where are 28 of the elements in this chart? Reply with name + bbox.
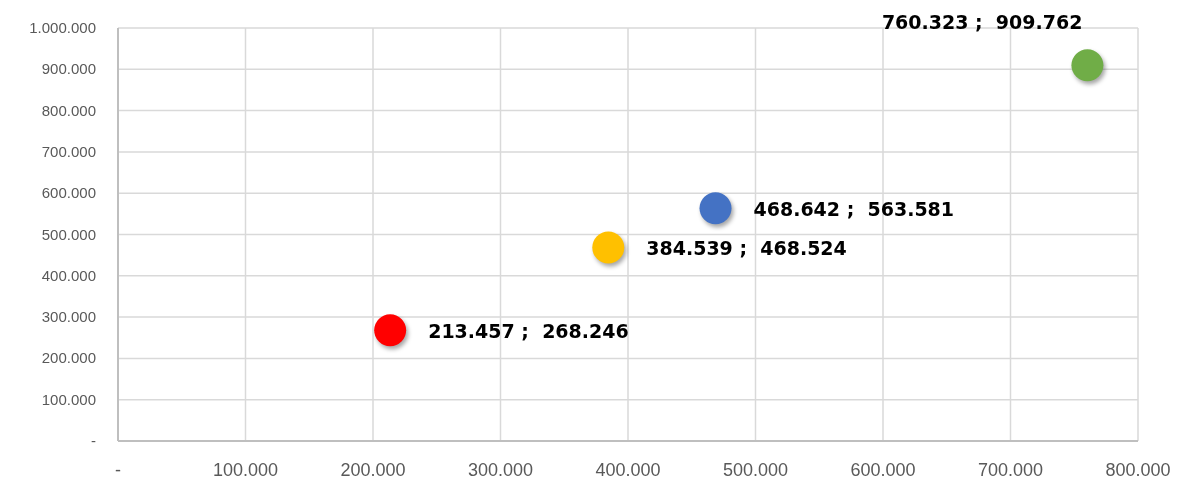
data-label: 760.323 ; 909.762: [881, 11, 1083, 34]
x-tick-label: 700.000: [977, 460, 1044, 480]
x-tick-label: -: [115, 460, 121, 480]
y-tick-label: 800.000: [41, 101, 96, 119]
y-tick-label: 200.000: [41, 349, 96, 367]
y-tick-label: 100.000: [41, 390, 96, 408]
point: [592, 231, 625, 264]
data-label: 213.457 ; 268.246: [428, 320, 629, 343]
y-tick-label: -: [91, 432, 96, 449]
point: [374, 314, 407, 347]
y-tick-label: 900.000: [41, 60, 96, 78]
y-tick-label: 300.000: [41, 308, 96, 326]
x-tick-label: 600.000: [850, 460, 916, 480]
point: [699, 192, 732, 225]
data-label: 468.642 ; 563.581: [753, 198, 955, 221]
x-tick-label: 500.000: [722, 460, 789, 480]
data-label: 384.539 ; 468.524: [646, 237, 847, 260]
point: [1071, 49, 1104, 82]
x-tick-label: 300.000: [467, 460, 534, 480]
y-tick-label: 400.000: [41, 266, 96, 284]
x-tick-label: 800.000: [1105, 460, 1171, 480]
y-tick-label: 700.000: [41, 142, 96, 160]
y-tick-label: 1.000.000: [29, 19, 96, 36]
x-tick-label: 400.000: [595, 460, 661, 480]
x-tick-label: 200.000: [340, 460, 406, 480]
x-tick-label: 100.000: [212, 460, 279, 480]
y-tick-label: 600.000: [41, 184, 96, 202]
y-tick-label: 500.000: [41, 225, 96, 243]
